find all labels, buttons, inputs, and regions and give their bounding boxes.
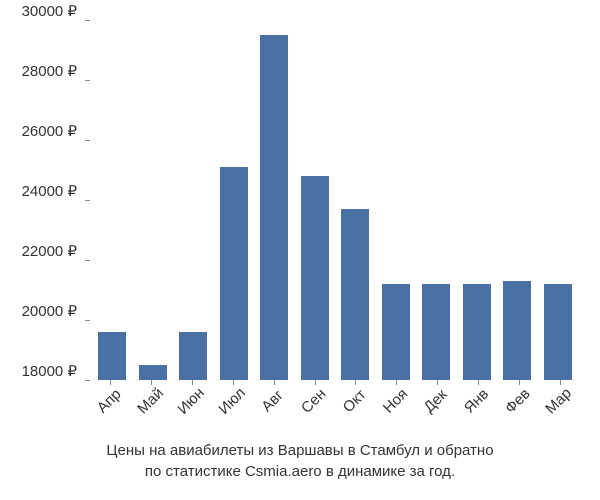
bar [179, 332, 207, 380]
x-tick-label: Окт [339, 386, 369, 416]
bar-slot [254, 20, 295, 380]
x-tick-mark [519, 380, 520, 385]
x-tick-mark [274, 380, 275, 385]
x-tick: Ноя [376, 380, 417, 440]
y-tick-label: 30000 ₽ [22, 2, 85, 20]
bar [98, 332, 126, 380]
x-tick: Окт [335, 380, 376, 440]
x-tick: Янв [457, 380, 498, 440]
y-tick-label: 20000 ₽ [22, 302, 85, 320]
x-tick-label: Мар [542, 385, 575, 418]
bar-slot [214, 20, 255, 380]
bar-slot [92, 20, 133, 380]
x-tick-label: Авг [258, 387, 287, 416]
x-tick-label: Июл [215, 384, 249, 418]
bar-slot [538, 20, 579, 380]
bar-slot [376, 20, 417, 380]
x-tick-mark [151, 380, 152, 385]
y-axis: 18000 ₽ 20000 ₽ 22000 ₽ 24000 ₽ 26000 ₽ 28000… [0, 20, 85, 380]
bar [544, 284, 572, 380]
x-tick: Июн [172, 380, 213, 440]
x-tick: Дек [417, 380, 458, 440]
bar-slot [133, 20, 174, 380]
y-tick-label: 26000 ₽ [22, 122, 85, 140]
x-tick: Авг [253, 380, 294, 440]
plot-area: 18000 ₽20000 ₽22000 ₽24000 ₽26000 ₽28000… [90, 20, 580, 380]
chart-caption: Цены на авиабилеты из Варшавы в Стамбул … [0, 440, 600, 482]
caption-line-1: Цены на авиабилеты из Варшавы в Стамбул … [0, 440, 600, 461]
x-tick-mark [110, 380, 111, 385]
bar [139, 365, 167, 380]
x-tick-label: Июн [174, 384, 207, 417]
bar [341, 209, 369, 380]
bar-slot [497, 20, 538, 380]
bar [220, 167, 248, 380]
x-tick-mark [396, 380, 397, 385]
x-tick-label: Фев [502, 385, 534, 417]
bar-slot [173, 20, 214, 380]
bar-slot [457, 20, 498, 380]
bar-slot [335, 20, 376, 380]
bar-slot [295, 20, 336, 380]
x-tick: Май [131, 380, 172, 440]
x-tick-label: Сен [298, 385, 329, 416]
x-tick-mark [192, 380, 193, 385]
y-tick-label: 24000 ₽ [22, 182, 85, 200]
x-tick-mark [233, 380, 234, 385]
x-axis: Апр МайИюнИюл Авг Сен Окт Ноя Дек Янв ФевМар [90, 380, 580, 440]
x-tick: Сен [294, 380, 335, 440]
x-tick: Мар [539, 380, 580, 440]
x-tick-label: Ноя [379, 385, 410, 416]
bar [463, 284, 491, 380]
x-tick: Фев [498, 380, 539, 440]
bar [422, 284, 450, 380]
x-tick-label: Янв [461, 385, 492, 416]
x-tick-label: Май [134, 385, 167, 418]
bar-slot [416, 20, 457, 380]
x-tick-mark [560, 380, 561, 385]
x-tick-mark [315, 380, 316, 385]
y-tick-label: 18000 ₽ [22, 362, 85, 380]
bar [382, 284, 410, 380]
x-tick-label: Дек [421, 386, 451, 416]
x-tick-mark [437, 380, 438, 385]
y-tick-label: 28000 ₽ [22, 62, 85, 80]
bar [503, 281, 531, 380]
bar [260, 35, 288, 380]
y-tick-label: 22000 ₽ [22, 242, 85, 260]
bar [301, 176, 329, 380]
x-tick-mark [478, 380, 479, 385]
x-tick-mark [355, 380, 356, 385]
x-tick: Апр [90, 380, 131, 440]
caption-line-2: по статистике Csmia.aero в динамике за г… [0, 461, 600, 482]
x-tick: Июл [212, 380, 253, 440]
x-tick-label: Апр [94, 386, 125, 417]
bar-chart: 18000 ₽20000 ₽22000 ₽24000 ₽26000 ₽28000… [90, 20, 580, 380]
bars-group [90, 20, 580, 380]
